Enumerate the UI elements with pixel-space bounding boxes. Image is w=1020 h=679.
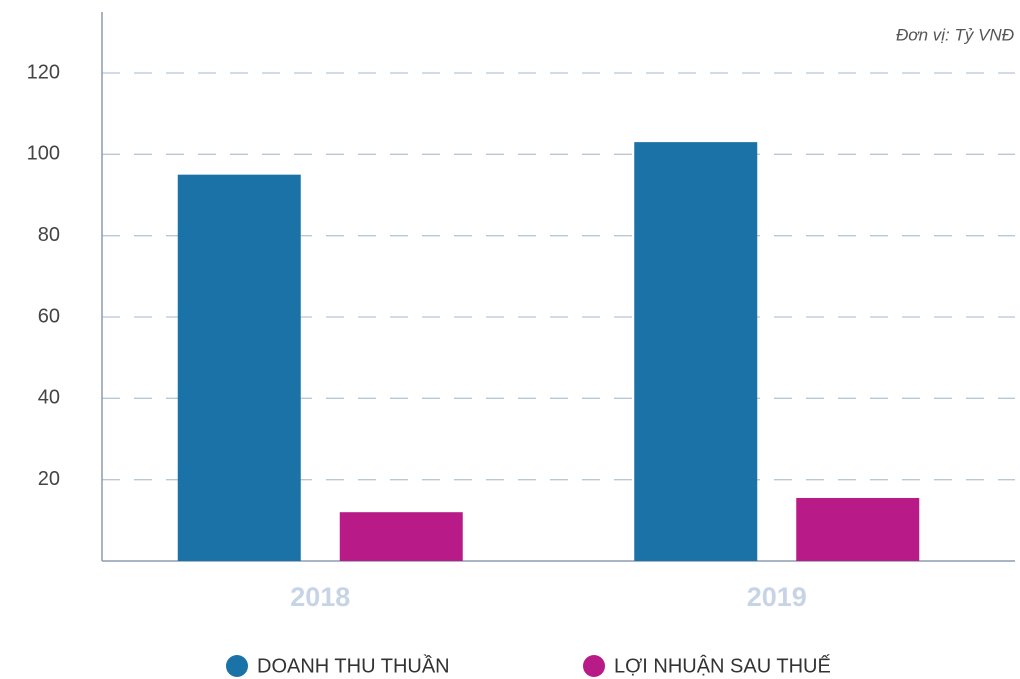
bar — [339, 512, 463, 561]
y-tick-label: 80 — [38, 224, 60, 246]
legend-marker — [583, 655, 605, 677]
bar — [796, 497, 920, 561]
x-tick-label: 2018 — [290, 582, 350, 612]
x-tick-label: 2019 — [747, 582, 807, 612]
y-tick-label: 40 — [38, 387, 60, 409]
legend-marker — [226, 655, 248, 677]
legend-label: DOANH THU THUẦN — [257, 654, 450, 677]
bar — [177, 174, 301, 561]
bar — [634, 142, 758, 561]
unit-annotation: Đơn vị: Tỷ VNĐ — [896, 25, 1014, 44]
y-tick-label: 100 — [27, 143, 60, 165]
legend-label: LỢI NHUẬN SAU THUẾ — [614, 654, 831, 677]
y-tick-label: 120 — [27, 61, 60, 83]
y-tick-label: 60 — [38, 305, 60, 327]
y-tick-label: 20 — [38, 468, 60, 490]
